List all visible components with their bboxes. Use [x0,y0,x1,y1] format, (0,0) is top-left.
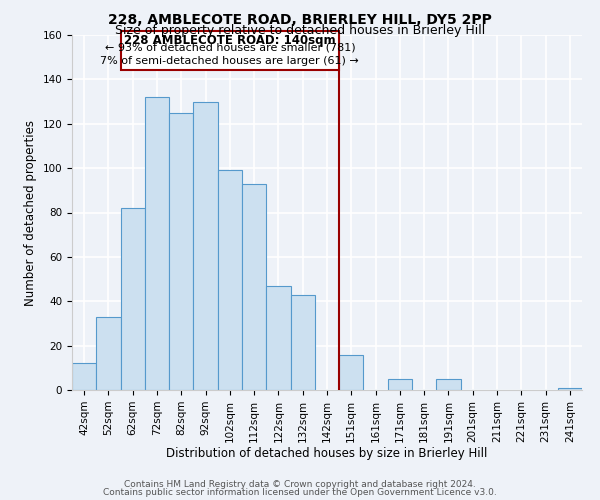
Bar [121,208,145,390]
Bar [436,379,461,390]
Bar [96,317,121,390]
Bar [193,102,218,390]
Text: Contains HM Land Registry data © Crown copyright and database right 2024.: Contains HM Land Registry data © Crown c… [124,480,476,489]
Text: Contains public sector information licensed under the Open Government Licence v3: Contains public sector information licen… [103,488,497,497]
FancyBboxPatch shape [121,30,339,70]
Bar [72,364,96,390]
Bar [388,379,412,390]
Bar [242,184,266,390]
Text: 7% of semi-detached houses are larger (61) →: 7% of semi-detached houses are larger (6… [100,56,359,66]
Bar [290,294,315,390]
Bar [558,388,582,390]
Text: 228, AMBLECOTE ROAD, BRIERLEY HILL, DY5 2PP: 228, AMBLECOTE ROAD, BRIERLEY HILL, DY5 … [108,12,492,26]
Bar [218,170,242,390]
Bar [266,286,290,390]
X-axis label: Distribution of detached houses by size in Brierley Hill: Distribution of detached houses by size … [166,448,488,460]
Text: 228 AMBLECOTE ROAD: 140sqm: 228 AMBLECOTE ROAD: 140sqm [124,34,335,47]
Text: Size of property relative to detached houses in Brierley Hill: Size of property relative to detached ho… [115,24,485,37]
Y-axis label: Number of detached properties: Number of detached properties [24,120,37,306]
Text: ← 93% of detached houses are smaller (781): ← 93% of detached houses are smaller (78… [104,42,355,52]
Bar [145,97,169,390]
Bar [169,112,193,390]
Bar [339,354,364,390]
